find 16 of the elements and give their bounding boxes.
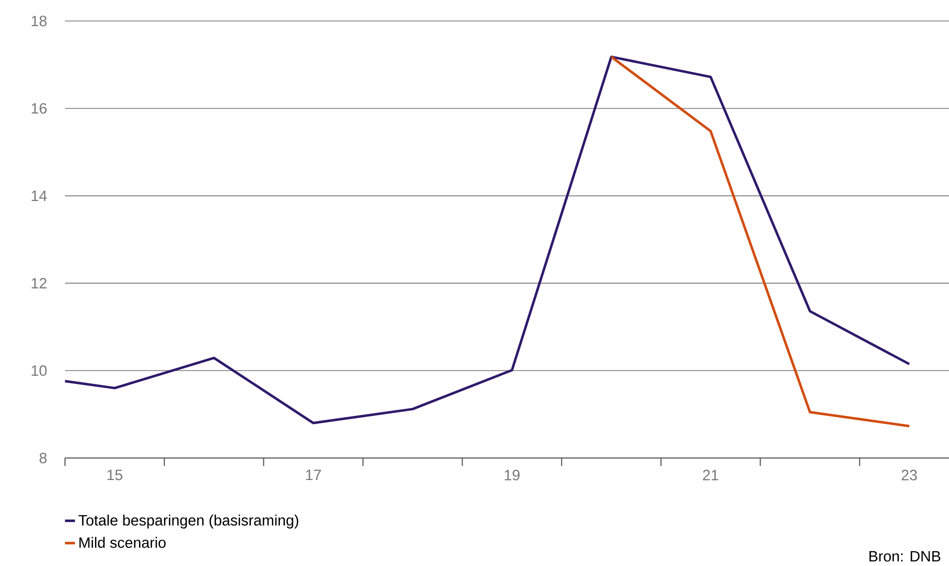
x-tick-label: 23 xyxy=(902,470,917,480)
line-series xyxy=(64,56,911,424)
x-tick-label: 15 xyxy=(107,470,122,480)
text: Bron: DNB xyxy=(869,551,940,562)
y-tick-label: 12 xyxy=(32,278,46,288)
y-tick-label: 10 xyxy=(32,365,47,376)
y-tick-label: 14 xyxy=(32,190,47,201)
line-series xyxy=(610,56,911,428)
x-tick-label: 21 xyxy=(703,470,718,480)
legend-label: Totale besparingen (basisraming) xyxy=(78,514,298,529)
legend-label: Mild scenario xyxy=(79,536,166,548)
y-tick-label: 16 xyxy=(32,103,47,114)
y-tick-label: 18 xyxy=(32,16,47,26)
y-tick-label: 8 xyxy=(40,452,47,464)
x-tick-label: 17 xyxy=(306,470,321,480)
x-tick-label: 19 xyxy=(504,470,520,480)
